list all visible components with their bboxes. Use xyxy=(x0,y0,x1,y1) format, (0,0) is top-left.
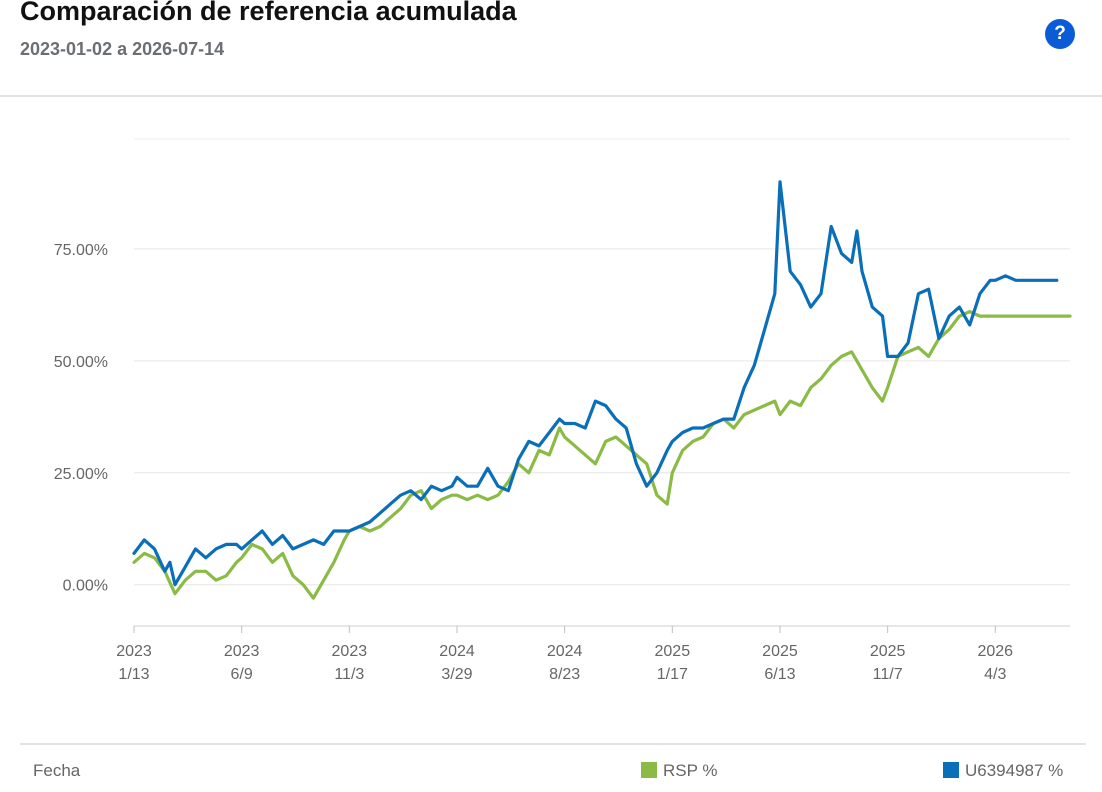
x-tick-label-year: 2025 xyxy=(762,643,798,660)
y-tick-label: 0.00% xyxy=(63,578,108,595)
date-range-subtitle: 2023-01-02 a 2026-07-14 xyxy=(20,39,225,59)
x-axis-caption: Fecha xyxy=(33,761,81,780)
footer-divider xyxy=(20,743,1086,745)
x-tick-label-date: 1/13 xyxy=(118,666,149,683)
legend-u6394987[interactable]: U6394987 % xyxy=(943,761,1063,781)
benchmark-line-chart: 0.00% 25.00% 50.00% 75.00% 2023 1/13 2023 6/9 20… xyxy=(54,138,1072,683)
x-tick-label-date: 6/9 xyxy=(231,666,253,683)
x-tick-label-year: 2023 xyxy=(116,643,152,660)
y-tick-label: 25.00% xyxy=(54,466,108,483)
x-tick-label-year: 2025 xyxy=(655,643,691,660)
x-tick-label-year: 2026 xyxy=(977,643,1013,660)
series-line-rsp xyxy=(132,310,1072,600)
x-tick-label-date: 11/3 xyxy=(334,666,364,683)
x-tick-label-date: 3/29 xyxy=(441,666,472,683)
legend-rsp[interactable]: RSP % xyxy=(641,761,718,781)
page-title: Comparación de referencia acumulada xyxy=(20,0,517,26)
x-tick-label-date: 6/13 xyxy=(764,666,795,683)
x-tick-label-date: 8/23 xyxy=(549,666,580,683)
x-tick-label-year: 2024 xyxy=(439,643,475,660)
y-tick-label: 50.00% xyxy=(54,354,108,371)
x-tick-label-date: 4/3 xyxy=(984,666,1006,683)
legend-label-u6394987: U6394987 % xyxy=(965,761,1064,780)
legend-label-rsp: RSP % xyxy=(663,761,718,780)
header-divider xyxy=(0,95,1102,97)
x-tick-label-date: 1/17 xyxy=(657,666,688,683)
x-tick-label-year: 2023 xyxy=(332,643,368,660)
x-tick-label-year: 2024 xyxy=(547,643,583,660)
x-tick-label-year: 2023 xyxy=(224,643,260,660)
y-tick-label: 75.00% xyxy=(54,242,108,259)
legend-swatch-u6394987 xyxy=(943,762,959,778)
x-tick-label-year: 2025 xyxy=(870,643,906,660)
legend-swatch-rsp xyxy=(641,762,657,778)
help-button[interactable]: ? xyxy=(1045,19,1075,49)
x-tick-label-date: 11/7 xyxy=(873,666,903,683)
series-line-u6394987 xyxy=(132,180,1059,587)
